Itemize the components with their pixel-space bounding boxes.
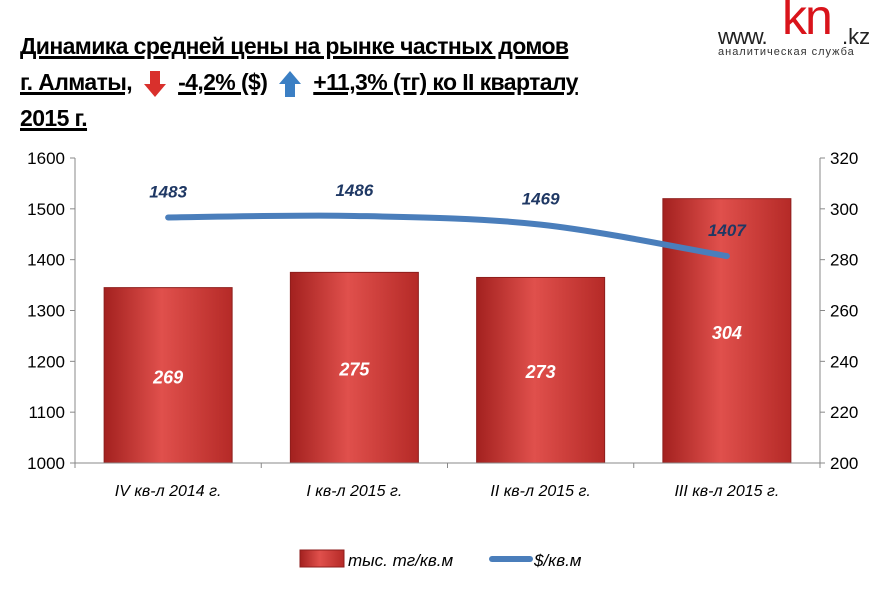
usd-change: -4,2% ($) xyxy=(178,69,268,95)
logo-kn: kn xyxy=(782,0,833,45)
legend-bar-swatch xyxy=(299,549,345,568)
line-data-label: 1407 xyxy=(708,221,747,240)
logo-www: www. xyxy=(718,24,768,49)
left-tick-label: 1200 xyxy=(27,352,65,371)
legend-line-label: $/кв.м xyxy=(533,551,582,570)
x-tick-label: II кв-л 2015 г. xyxy=(490,483,590,500)
bar xyxy=(476,276,606,464)
x-tick-label: IV кв-л 2014 г. xyxy=(115,483,222,500)
kn-kz-logo: www. kn .kz аналитическая служба xyxy=(718,0,878,60)
right-tick-label: 300 xyxy=(830,200,858,219)
title-line-1: Динамика средней цены на рынке частных д… xyxy=(20,33,569,59)
left-tick-label: 1100 xyxy=(28,403,65,422)
line-data-label: 1469 xyxy=(522,190,560,209)
right-tick-label: 260 xyxy=(830,302,858,321)
line-data-label: 1486 xyxy=(335,181,373,200)
x-tick-label: I кв-л 2015 г. xyxy=(306,483,402,500)
left-tick-label: 1500 xyxy=(27,200,65,219)
bar xyxy=(289,271,419,464)
left-tick-label: 1400 xyxy=(27,251,65,270)
right-tick-label: 220 xyxy=(830,403,858,422)
title-line-3: 2015 г. xyxy=(20,105,88,131)
bar-data-label: 273 xyxy=(525,362,556,382)
usd-price-line xyxy=(165,212,730,260)
bar xyxy=(662,198,792,464)
right-tick-label: 200 xyxy=(830,454,858,473)
arrow-up-icon xyxy=(279,70,302,97)
bar-data-label: 269 xyxy=(152,367,183,387)
bar-data-label: 275 xyxy=(338,360,370,380)
title-city: г. Алматы, xyxy=(20,69,133,95)
left-tick-label: 1600 xyxy=(27,149,65,168)
logo-kz: .kz xyxy=(842,24,871,49)
bar-data-label: 304 xyxy=(712,323,742,343)
right-tick-label: 280 xyxy=(830,251,858,270)
right-tick-label: 240 xyxy=(830,352,858,371)
left-tick-label: 1000 xyxy=(27,454,65,473)
kzt-change: +11,3% (тг) ко II кварталу xyxy=(313,69,578,95)
arrow-down-icon xyxy=(144,70,167,97)
left-tick-label: 1300 xyxy=(27,302,65,321)
line-data-label: 1483 xyxy=(149,182,187,201)
x-tick-label: III кв-л 2015 г. xyxy=(674,483,779,500)
legend-bar-label: тыс. тг/кв.м xyxy=(348,551,454,570)
chart-title: Динамика средней цены на рынке частных д… xyxy=(20,28,578,136)
logo-subtitle: аналитическая служба xyxy=(718,46,855,58)
title-line-2: г. Алматы, -4,2% ($) +11,3% (тг) ко II ква… xyxy=(20,64,578,100)
bar xyxy=(103,287,233,464)
right-tick-label: 320 xyxy=(830,149,858,168)
